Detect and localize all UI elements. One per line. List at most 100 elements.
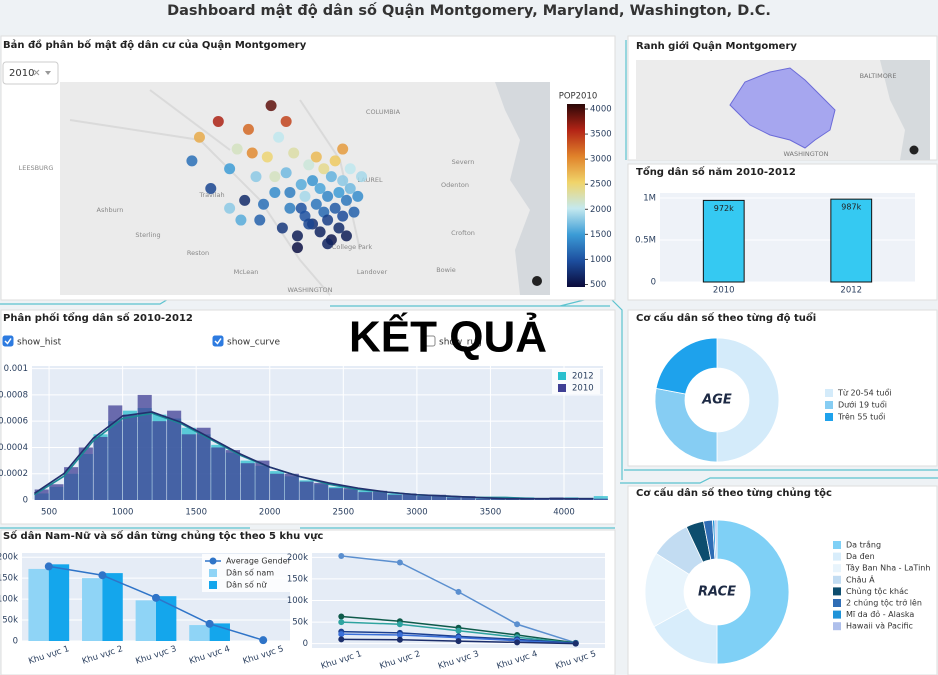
line-marker — [396, 621, 403, 628]
info-icon[interactable] — [909, 145, 919, 155]
checkbox[interactable] — [2, 335, 14, 347]
checkmark — [214, 338, 222, 345]
y-tick-label: 50k — [292, 618, 308, 628]
legend-swatch — [558, 384, 566, 392]
histogram-bar — [387, 494, 402, 500]
map-point — [261, 151, 273, 163]
bar-value-label: 972k — [714, 204, 734, 213]
histogram-bar — [196, 427, 211, 500]
legend-label: Hawaii và Pacific — [846, 622, 913, 631]
y-tick-label: 1M — [643, 194, 656, 204]
map-point — [314, 226, 326, 238]
map-point — [239, 194, 251, 206]
y-tick-label: 200k — [287, 553, 308, 563]
place-label: WASHINGTON — [287, 286, 332, 294]
y-tick-label: 0.001 — [4, 364, 28, 374]
map-point — [348, 206, 360, 218]
map-point — [284, 202, 296, 214]
legend-label: Average Gender — [226, 557, 292, 566]
y-tick-label: 50k — [2, 616, 18, 626]
bar — [830, 198, 873, 283]
y-tick-label: 0.0008 — [0, 390, 28, 400]
place-label: Bowie — [436, 266, 456, 274]
legend-swatch — [209, 569, 217, 577]
place-label: Reston — [187, 249, 209, 257]
map-point — [337, 210, 349, 222]
histogram-bar — [78, 447, 93, 500]
overlay-text: KẾT QUẢ — [349, 312, 547, 362]
map-point — [280, 167, 292, 179]
legend-swatch — [825, 413, 833, 421]
histogram-bar — [49, 484, 64, 500]
panel-title: Tổng dân số năm 2010-2012 — [636, 165, 796, 178]
pie-slice — [716, 519, 790, 665]
colorbar-tick-label: 2000 — [590, 205, 612, 215]
histogram-bar — [593, 496, 608, 500]
legend-label: Từ 20-54 tuổi — [837, 388, 892, 398]
map-point — [269, 186, 281, 198]
y-tick-label: 0.0004 — [0, 443, 28, 453]
histogram-bar — [137, 394, 152, 500]
place-label: Severn — [452, 158, 475, 166]
legend-label: Dưới 19 tuổi — [838, 400, 887, 410]
panel-title: Cơ cấu dân số theo từng độ tuổi — [636, 311, 816, 324]
map-point — [329, 202, 341, 214]
colorbar-tick-label: 4000 — [590, 105, 612, 115]
colorbar-tick-label: 3000 — [590, 155, 612, 165]
clear-icon[interactable] — [33, 69, 40, 76]
bar — [189, 625, 210, 641]
legend-swatch — [833, 552, 841, 561]
map-point — [258, 198, 270, 210]
y-tick-label: 0.0002 — [0, 469, 28, 479]
bar — [102, 573, 123, 641]
panel-title: Bản đồ phân bố mật độ dân cư của Quận Mo… — [3, 38, 307, 51]
map-point — [329, 155, 341, 167]
info-icon[interactable] — [532, 276, 542, 286]
line-marker — [338, 619, 345, 626]
legend-label: 2010 — [572, 384, 594, 394]
map-water — [880, 60, 930, 160]
colorbar-tick-label: 2500 — [590, 180, 612, 190]
line-marker — [455, 627, 462, 634]
map-point — [325, 171, 337, 183]
map-point — [295, 202, 307, 214]
checkmark — [4, 338, 12, 345]
circuit-line — [0, 477, 938, 529]
checkbox[interactable] — [424, 335, 436, 347]
x-tick-label: 2010 — [713, 286, 735, 296]
place-label: Travilah — [198, 191, 224, 199]
histogram-bar — [373, 490, 388, 500]
checkbox[interactable] — [212, 335, 224, 347]
legend-label: Châu Á — [846, 573, 875, 584]
map-point — [333, 222, 345, 234]
map-point — [322, 190, 334, 202]
map-point — [250, 171, 262, 183]
histogram-bar — [593, 498, 608, 500]
map-point — [322, 214, 334, 226]
histogram-bar — [461, 496, 476, 500]
pie-slice — [714, 519, 718, 560]
line-marker — [396, 559, 403, 566]
histogram-bar — [314, 482, 329, 500]
x-tick-label: 4000 — [553, 508, 575, 518]
place-label: Ashburn — [97, 206, 124, 214]
line-marker — [338, 631, 345, 638]
bar — [82, 578, 103, 641]
dropdown[interactable] — [2, 61, 59, 85]
map-point — [288, 147, 300, 159]
y-tick-label: 200k — [0, 553, 18, 563]
colorbar — [567, 104, 585, 287]
legend-marker — [209, 557, 217, 565]
colorbar-tick-label: 3500 — [590, 130, 612, 140]
x-tick-label: 1000 — [112, 508, 134, 518]
legend-label: Dân số nữ — [226, 580, 267, 590]
caret-icon[interactable] — [45, 71, 51, 75]
x-tick-label: 1500 — [185, 508, 207, 518]
histogram-bar — [476, 498, 491, 500]
map-point — [284, 186, 296, 198]
map-point — [231, 143, 243, 155]
plot-area — [660, 193, 915, 282]
legend-swatch — [558, 372, 566, 380]
y-tick-label: 150k — [287, 574, 308, 584]
place-label: Crofton — [451, 229, 475, 237]
